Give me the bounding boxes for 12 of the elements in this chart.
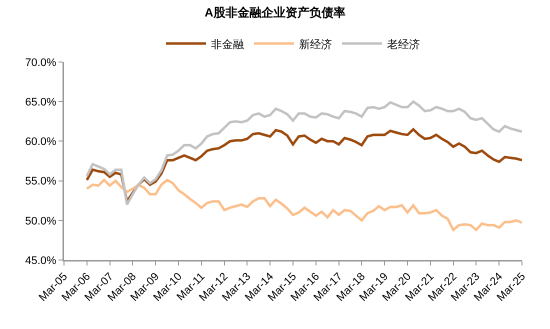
legend-label: 非金融 [211,38,244,51]
y-tick-label: 55.0% [25,176,57,188]
y-tick-label: 65.0% [25,96,57,108]
y-tick-label: 70.0% [25,56,57,69]
y-tick-label: 50.0% [25,215,57,228]
legend-label: 新经济 [299,38,332,51]
line-series [86,100,522,206]
chart-title: A股非金融企业资产负债率 [204,6,346,20]
y-tick-label: 45.0% [25,254,57,267]
line-series [86,178,522,232]
legend-label: 老经济 [387,38,420,51]
y-tick-label: 60.0% [25,136,57,148]
